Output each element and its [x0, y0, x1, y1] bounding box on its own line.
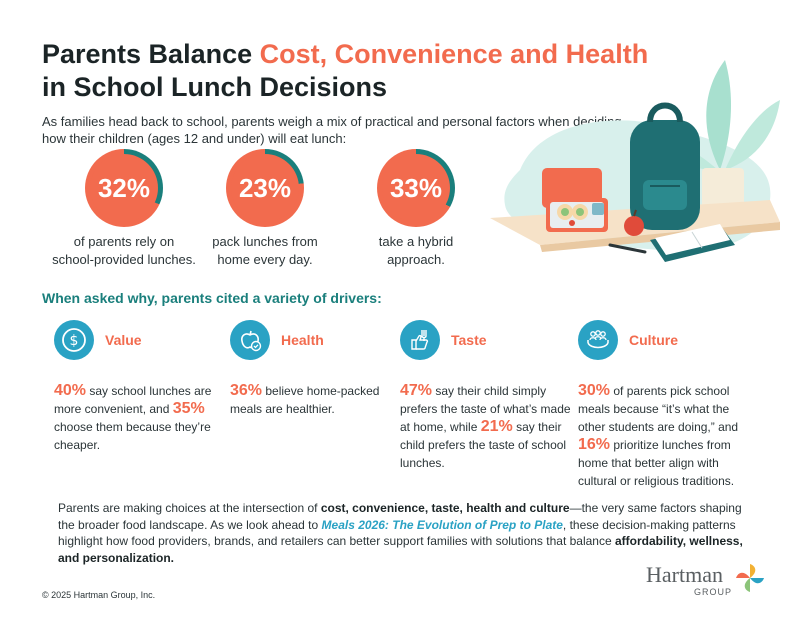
stat-caption: pack lunches from home every day.: [185, 233, 345, 269]
stat-hybrid: 33% take a hybrid approach.: [336, 149, 496, 269]
stat-value: 32%: [97, 172, 151, 203]
stat-pack-lunch: 23% pack lunches from home every day.: [185, 149, 345, 269]
driver-stat: 16%: [578, 436, 611, 453]
driver-header: Health: [230, 320, 405, 360]
summary-text: —the very same factors shaping the broad…: [58, 501, 742, 532]
backpack-pocket: [643, 180, 687, 210]
stat-school-lunch: 32% of parents rely on school-provided l…: [44, 149, 204, 269]
logo-group: GROUP: [694, 587, 733, 597]
driver-header: $ Value: [54, 320, 229, 360]
driver-text: 30% of parents pick school meals because…: [578, 382, 753, 490]
title-part2: in School Lunch Decisions: [42, 72, 388, 102]
driver-header: Culture: [578, 320, 753, 360]
driver-label: Taste: [451, 332, 487, 348]
driver-text-part: believe home-packed meals are healthier.: [230, 384, 380, 416]
apple-check-icon: [230, 320, 270, 360]
dollar-icon: $: [54, 320, 94, 360]
driver-taste: Taste 47% say their child simply prefers…: [400, 320, 575, 472]
plant-leaf: [706, 60, 732, 170]
summary-bold: affordability, wellness, and personaliza…: [58, 534, 743, 565]
driver-label: Culture: [629, 332, 678, 348]
driver-text: 47% say their child simply prefers the t…: [400, 382, 575, 472]
stat-caption-line: of parents rely on: [73, 234, 175, 249]
sandwich-filling: [561, 208, 569, 216]
svg-text:$: $: [70, 333, 79, 349]
driver-value: $ Value 40% say school lunches are more …: [54, 320, 229, 454]
summary-text: Parents are making choices at the inters…: [58, 501, 321, 515]
driver-label: Health: [281, 332, 324, 348]
driver-text-part: choose them because they’re cheaper.: [54, 420, 211, 452]
stat-value: 33%: [389, 172, 443, 203]
backpack-body: [630, 120, 700, 230]
lunchbox-container: [592, 203, 604, 215]
intro-text: As families head back to school, parents…: [42, 114, 622, 146]
apple: [624, 216, 644, 236]
stat-caption-line: take a hybrid: [378, 234, 454, 249]
driver-stat: 40%: [54, 382, 87, 399]
driver-header: Taste: [400, 320, 575, 360]
driver-text-part: say their child simply prefers the taste…: [400, 384, 571, 434]
driver-text-part: of parents pick school meals because “it…: [578, 384, 739, 434]
driver-culture: Culture 30% of parents pick school meals…: [578, 320, 753, 490]
stat-value: 23%: [238, 172, 292, 203]
driver-text-part: say their child prefers the taste of sch…: [400, 420, 567, 470]
fork-thumbs-up-icon: [400, 320, 440, 360]
driver-text: 40% say school lunches are more convenie…: [54, 382, 229, 454]
book-spine: [691, 231, 703, 249]
stat-pie: 32%: [85, 149, 163, 227]
stat-pie: 23%: [226, 149, 304, 227]
driver-stat: 47%: [400, 382, 433, 399]
plant-leaf: [725, 100, 780, 170]
stat-caption-line: pack lunches from: [212, 234, 318, 249]
driver-text: 36% believe home-packed meals are health…: [230, 382, 405, 418]
driver-stat: 30%: [578, 382, 611, 399]
pie-inner: [90, 154, 158, 222]
logo-name: Hartman: [646, 562, 723, 587]
backpack-handle: [647, 102, 683, 123]
drivers-heading: When asked why, parents cited a variety …: [42, 290, 382, 306]
copyright: © 2025 Hartman Group, Inc.: [42, 590, 156, 600]
stat-caption: of parents rely on school-provided lunch…: [44, 233, 204, 269]
lunch-illustration: [490, 60, 780, 262]
people-hands-icon: [578, 320, 618, 360]
driver-health: Health 36% believe home-packed meals are…: [230, 320, 405, 418]
stat-pie: 33%: [377, 149, 455, 227]
summary-paragraph: Parents are making choices at the inters…: [58, 500, 758, 566]
tomato: [569, 220, 575, 226]
driver-label: Value: [105, 332, 142, 348]
apple-stem: [633, 209, 637, 217]
driver-stat: 35%: [172, 400, 205, 417]
stat-caption-line: home every day.: [217, 252, 313, 267]
stat-caption-line: school-provided lunches.: [52, 252, 196, 267]
title-accent: Cost, Convenience and Health: [259, 39, 649, 69]
title-part1: Parents Balance: [42, 39, 260, 69]
driver-text-part: prioritize lunches from home that better…: [578, 438, 735, 488]
summary-text: , these decision-making patterns highlig…: [58, 517, 736, 549]
pie-inner: [231, 154, 299, 222]
driver-stat: 21%: [480, 418, 513, 435]
hartman-logo: Hartman GROUP: [646, 562, 766, 606]
sandwich-filling: [576, 208, 584, 216]
driver-stat: 36%: [230, 382, 263, 399]
page-title: Parents Balance Cost, Convenience and He…: [42, 38, 682, 104]
report-link[interactable]: Meals 2026: The Evolution of Prep to Pla…: [321, 517, 563, 532]
pencil: [608, 243, 647, 254]
stat-caption: take a hybrid approach.: [336, 233, 496, 269]
stat-caption-line: approach.: [387, 252, 445, 267]
summary-bold: cost, convenience, taste, health and cul…: [320, 501, 570, 515]
pinwheel-icon: [736, 564, 764, 592]
pie-inner: [382, 154, 450, 222]
driver-text-part: say school lunches are more convenient, …: [54, 384, 212, 416]
book-pages: [655, 224, 730, 255]
